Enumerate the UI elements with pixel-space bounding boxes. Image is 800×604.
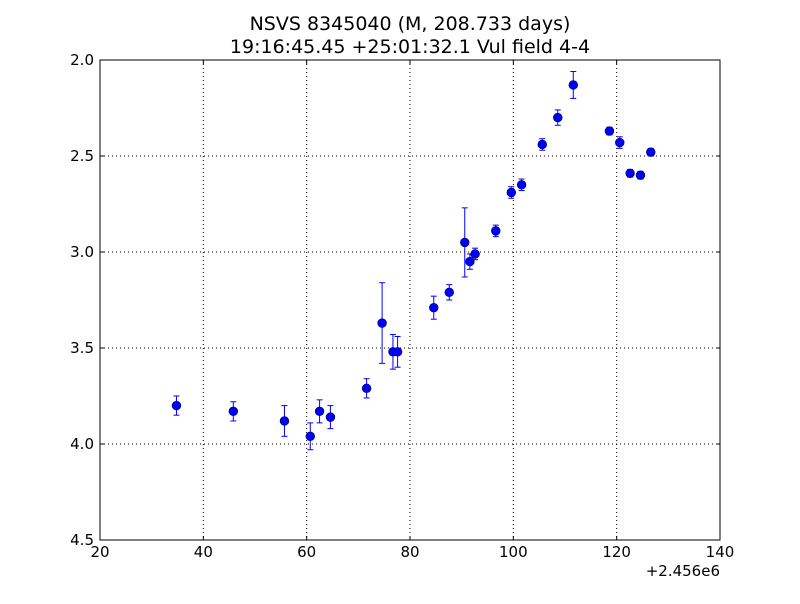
data-marker — [444, 287, 454, 298]
data-point — [305, 422, 315, 451]
data-marker — [171, 400, 182, 411]
data-point — [604, 126, 615, 136]
data-point — [460, 207, 470, 278]
data-point — [444, 284, 454, 301]
data-marker — [460, 237, 470, 248]
data-marker — [506, 187, 516, 198]
data-marker — [305, 431, 315, 442]
data-point — [470, 247, 480, 261]
data-point — [361, 378, 372, 399]
data-point — [228, 401, 239, 422]
x-tick-label: 100 — [499, 543, 528, 561]
data-point — [568, 71, 578, 99]
data-marker — [377, 318, 387, 328]
chart-title: NSVS 8345040 (M, 208.733 days) — [250, 13, 571, 35]
data-marker — [615, 137, 625, 148]
data-point — [392, 335, 403, 368]
grid-lines — [100, 60, 720, 540]
data-marker — [228, 406, 239, 417]
data-point — [615, 136, 625, 149]
data-point — [635, 170, 646, 180]
data-points — [171, 71, 656, 451]
y-tick-label: 4.5 — [70, 531, 94, 549]
axis-ticks: 20 40 60 80 100 120 140 2.0 2.5 3.0 3.5 4.0 4.5 — [70, 51, 734, 561]
data-marker — [465, 256, 475, 267]
data-marker — [646, 147, 656, 157]
data-marker — [553, 112, 563, 123]
data-point — [465, 253, 475, 270]
data-point — [625, 168, 635, 178]
x-tick-label: 80 — [400, 543, 419, 561]
data-marker — [625, 168, 635, 178]
y-tick-label: 3.0 — [70, 243, 94, 261]
data-point — [491, 224, 501, 238]
data-marker — [361, 383, 372, 394]
x-tick-label: 140 — [706, 543, 735, 561]
data-marker — [470, 249, 480, 259]
y-tick-label: 2.0 — [70, 51, 94, 69]
data-point — [325, 405, 336, 430]
y-tick-label: 4.0 — [70, 435, 94, 453]
data-marker — [604, 126, 615, 136]
x-tick-label: 40 — [194, 543, 213, 561]
data-point — [314, 399, 325, 424]
data-marker — [516, 180, 527, 190]
x-tick-label: 60 — [297, 543, 316, 561]
data-marker — [279, 416, 290, 426]
data-marker — [537, 139, 547, 150]
chart-subtitle: 19:16:45.45 +25:01:32.1 Vul field 4-4 — [230, 36, 590, 58]
data-point — [516, 178, 527, 192]
data-point — [429, 295, 439, 320]
x-offset-label: +2.456e6 — [646, 562, 720, 580]
data-point — [506, 186, 516, 199]
data-marker — [314, 406, 325, 417]
data-marker — [392, 347, 403, 357]
data-marker — [491, 226, 501, 236]
x-tick-label: 20 — [90, 543, 109, 561]
data-marker — [635, 170, 646, 180]
y-tick-label: 3.5 — [70, 339, 94, 357]
x-tick-label: 120 — [602, 543, 631, 561]
data-point — [537, 138, 547, 151]
data-marker — [568, 80, 578, 90]
data-point — [646, 147, 656, 157]
data-point — [279, 405, 290, 437]
data-marker — [429, 302, 439, 313]
y-tick-label: 2.5 — [70, 147, 94, 165]
data-point — [377, 282, 387, 364]
data-point — [553, 109, 563, 126]
data-marker — [325, 412, 336, 422]
data-point — [171, 395, 182, 416]
